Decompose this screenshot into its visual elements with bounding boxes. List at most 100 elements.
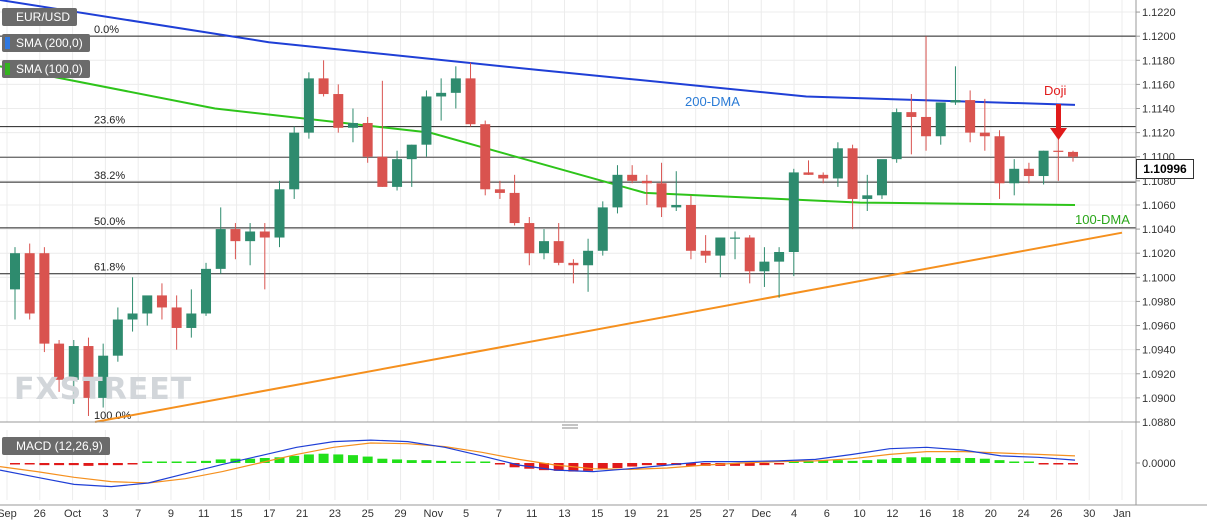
x-tick-label: Oct [64,508,81,520]
x-tick-label: 15 [230,508,242,520]
y-tick-label: 1.1020 [1142,248,1176,260]
x-tick-label: 18 [952,508,964,520]
macd-histogram-bar [1068,463,1078,465]
macd-histogram-bar [362,456,373,463]
candle-body [656,183,667,208]
x-tick-label: 11 [198,508,209,520]
y-tick-label: 1.1060 [1142,200,1176,212]
macd-histogram-bar [142,461,153,463]
candle-body [1038,150,1049,177]
candle-body [730,237,741,239]
macd-histogram-bar [818,460,829,463]
y-tick-label: 1.0900 [1142,393,1176,405]
candle-body [24,253,35,314]
x-tick-label: 21 [657,508,669,520]
fib-label: 0.0% [94,24,119,36]
macd-line [0,439,1076,488]
x-tick-label: 20 [985,508,997,520]
candle-body [98,355,109,398]
macd-histogram-bar [39,463,50,466]
macd-histogram-bar [641,463,652,466]
x-tick-label: 25 [362,508,374,520]
price-axis: 1.12201.12001.11801.11601.11401.11201.11… [1135,0,1176,505]
candle-body [906,112,917,117]
macd-histogram-bar [759,463,770,466]
x-tick-label: 6 [824,508,830,520]
fibonacci-levels: 0.0% 23.6% 38.2% 50.0% 61.8% 100.0% [0,24,1136,423]
macd-histogram-bar [421,460,432,463]
candle-body [377,156,388,187]
candle-body [994,136,1005,184]
macd-histogram-bar [627,463,638,467]
candle-body [583,250,594,266]
sma200-line [0,0,1076,106]
macd-histogram-bar [289,455,300,463]
candle-body [421,96,432,145]
macd-histogram-bar [774,463,785,465]
candle-body [774,251,785,262]
x-tick-label: 3 [102,508,108,520]
candle-body [803,172,814,175]
macd-histogram-bar [994,460,1005,463]
candle-body [1009,168,1020,184]
macd-histogram-bar [347,455,358,463]
candle-body [1053,150,1064,152]
x-tick-label: 21 [296,508,308,520]
macd-histogram-bar [24,463,35,465]
macd-histogram-bar [83,463,94,466]
y-tick-label: 1.1200 [1142,31,1176,43]
macd-histogram-bar [465,461,476,463]
candle-body [847,148,858,199]
macd-histogram-bar [921,457,932,463]
macd-histogram-bar [1023,461,1034,463]
x-tick-label: 15 [591,508,603,520]
macd-histogram-bar [509,463,520,468]
fib-label: 23.6% [94,115,125,127]
candle-body [1068,151,1078,157]
sma200-badge[interactable]: SMA (200,0) [2,34,90,52]
candle-body [832,148,843,179]
candle-body [965,100,976,133]
annotation-100dma: 100-DMA [1075,212,1130,227]
macd-histogram-bar [333,454,344,463]
sma200-label: SMA (200,0) [16,36,83,50]
annotation-200dma: 200-DMA [685,94,740,109]
candle-body [186,313,197,328]
y-tick-label: 1.1220 [1142,7,1176,19]
y-tick-label: 1.0940 [1142,345,1176,357]
macd-histogram-bar [583,463,594,471]
macd-histogram-bar [1009,461,1020,463]
macd-histogram-bar [259,458,270,463]
moving-averages [0,0,1123,423]
x-tick-label: 29 [394,508,406,520]
y-tick-label: 1.0960 [1142,321,1176,333]
x-tick-label: 30 [1083,508,1095,520]
candle-body [685,204,696,251]
candle-body [568,262,579,266]
macd-histogram-bar [450,461,461,463]
candle-body [818,174,829,179]
sma100-badge[interactable]: SMA (100,0) [2,60,90,78]
candle-body [274,189,285,238]
macd-histogram-bar [979,458,990,463]
candle-body [612,174,623,208]
macd-histogram-bar [10,463,20,465]
y-tick-label: 1.1000 [1142,272,1176,284]
macd-histogram-bar [950,458,961,463]
y-tick-label: 1.0920 [1142,369,1176,381]
macd-histogram-bar [392,459,403,463]
candle-body [54,343,65,380]
x-tick-label: Nov [424,508,444,520]
x-tick-label: 10 [854,508,866,520]
candle-body [406,144,417,160]
macd-histogram-bar [891,458,902,463]
symbol-badge[interactable]: EUR/USD [2,8,78,26]
x-tick-label: 19 [624,508,636,520]
x-tick-label: 12 [886,508,898,520]
candle-body [788,172,799,252]
macd-badge[interactable]: MACD (12,26,9) [2,437,110,455]
candle-body [862,195,873,199]
candle-body [876,159,887,196]
macd-histogram-bar [788,461,799,463]
